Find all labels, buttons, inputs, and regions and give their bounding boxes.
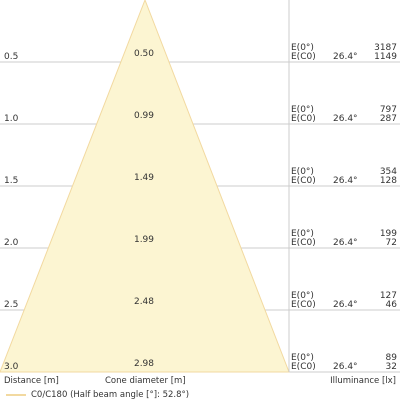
e0-label-1: E(0°) — [291, 43, 314, 53]
cone-diameter-label-3: 1.49 — [134, 173, 154, 183]
ec0-label-2: E(C0) — [291, 114, 316, 124]
half-angle-label-5: 26.4° — [333, 300, 358, 310]
ec0-label-4: E(C0) — [291, 238, 316, 248]
illuminance-ec0-value-2: 287 — [380, 114, 397, 124]
half-angle-label-4: 26.4° — [333, 238, 358, 248]
distance-label-2: 1.0 — [4, 114, 19, 124]
illuminance-ec0-value-6: 32 — [386, 362, 397, 372]
light-cone — [0, 0, 290, 373]
distance-label-6: 3.0 — [4, 362, 19, 372]
illuminance-ec0-value-4: 72 — [386, 238, 397, 248]
e0-label-6: E(0°) — [291, 353, 314, 363]
illuminance-e0-value-3: 354 — [380, 167, 397, 177]
illuminance-ec0-value-1: 1149 — [374, 52, 397, 62]
distance-label-3: 1.5 — [4, 176, 18, 186]
e0-label-4: E(0°) — [291, 229, 314, 239]
legend: C0/C180 (Half beam angle [°]: 52.8°) — [6, 390, 189, 400]
diameter-axis-label: Cone diameter [m] — [105, 376, 186, 386]
illuminance-e0-value-6: 89 — [386, 353, 398, 363]
cone-diameter-label-2: 0.99 — [134, 111, 154, 121]
illuminance-ec0-value-3: 128 — [380, 176, 397, 186]
distance-axis-label: Distance [m] — [4, 376, 59, 386]
e0-label-2: E(0°) — [291, 105, 314, 115]
distance-label-4: 2.0 — [4, 238, 19, 248]
illuminance-e0-value-5: 127 — [380, 291, 397, 301]
distance-label-1: 0.5 — [4, 52, 18, 62]
ec0-label-3: E(C0) — [291, 176, 316, 186]
illuminance-e0-value-2: 797 — [380, 105, 397, 115]
ec0-label-6: E(C0) — [291, 362, 316, 372]
half-angle-label-2: 26.4° — [333, 114, 358, 124]
cone-diameter-label-1: 0.50 — [134, 49, 154, 59]
legend-text: C0/C180 (Half beam angle [°]: 52.8°) — [31, 390, 190, 400]
legend-swatch — [6, 394, 26, 396]
illuminance-e0-value-4: 199 — [380, 229, 397, 239]
e0-label-3: E(0°) — [291, 167, 314, 177]
half-angle-label-6: 26.4° — [333, 362, 358, 372]
e0-label-5: E(0°) — [291, 291, 314, 301]
ec0-label-5: E(C0) — [291, 300, 316, 310]
distance-label-5: 2.5 — [4, 300, 18, 310]
half-angle-label-1: 26.4° — [333, 52, 358, 62]
illuminance-axis-label: Illuminance [lx] — [330, 376, 396, 386]
cone-diameter-label-5: 2.48 — [134, 297, 154, 307]
ec0-label-1: E(C0) — [291, 52, 316, 62]
illuminance-e0-value-1: 3187 — [374, 43, 397, 53]
cone-diameter-label-4: 1.99 — [134, 235, 154, 245]
half-angle-label-3: 26.4° — [333, 176, 358, 186]
illuminance-ec0-value-5: 46 — [386, 300, 398, 310]
cone-diameter-label-6: 2.98 — [134, 359, 154, 369]
